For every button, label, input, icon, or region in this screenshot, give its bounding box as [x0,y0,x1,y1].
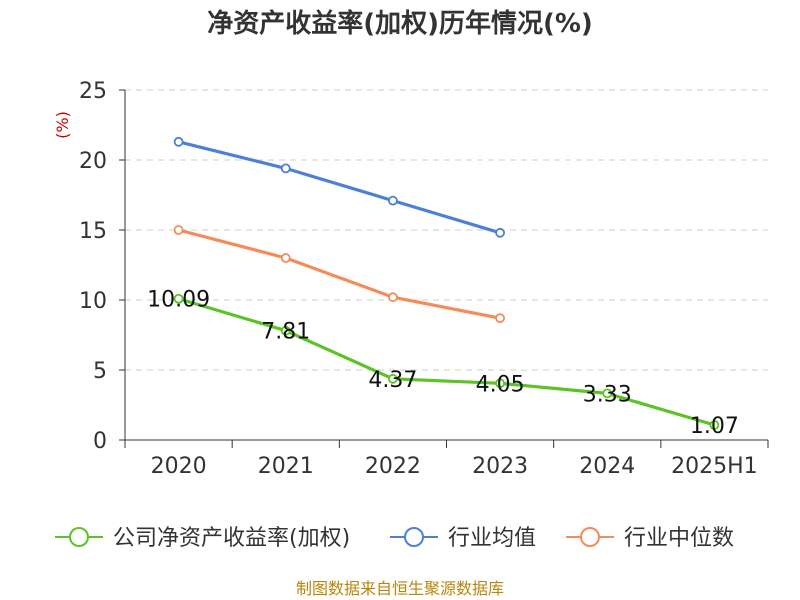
legend: 公司净资产收益率(加权) 行业均值 行业中位数 [55,526,734,551]
data-point [495,227,505,238]
x-tick-label: 2024 [579,454,635,479]
y-tick-label: 5 [93,359,107,384]
data-point [495,378,505,389]
x-tick-label: 2025H1 [671,454,758,479]
y-tick-label: 15 [79,219,107,244]
data-point [709,420,720,430]
y-tick-label: 0 [93,429,107,454]
x-tick-label: 2021 [258,454,314,479]
data-labels: 10.09 7.81 4.37 4.05 3.33 1.07 [147,288,739,439]
chart-title: 净资产收益率(加权)历年情况(%) [207,8,593,39]
data-point [173,225,184,235]
data-label: 7.81 [261,320,310,345]
legend-label: 行业均值 [448,526,536,551]
data-point [388,292,398,303]
y-axis-unit: (%) [53,111,72,139]
y-tick-label: 10 [79,289,107,314]
legend-marker [404,527,424,547]
series-line [178,140,501,235]
x-tick-label: 2023 [472,454,528,479]
x-tick-label: 2020 [151,454,207,479]
legend-label: 行业中位数 [624,526,734,551]
series-line [178,297,715,427]
data-point [388,195,398,206]
data-point [173,293,184,304]
series-line [178,228,501,320]
data-point [495,313,505,324]
data-point [388,373,398,384]
legend-marker [69,527,89,547]
data-point [173,136,184,147]
data-point [280,163,291,174]
y-tick-label: 25 [79,79,107,104]
legend-label: 公司净资产收益率(加权) [113,526,350,551]
x-tick-label: 2022 [365,454,421,479]
data-label: 4.37 [368,368,417,393]
data-point [602,388,613,399]
data-point [280,253,291,263]
y-tick-label: 20 [79,149,107,174]
data-label: 4.05 [476,372,525,397]
grid-lines [125,89,768,371]
source-note: 制图数据来自恒生聚源数据库 [296,579,504,598]
data-label: 1.07 [690,414,739,439]
legend-marker [580,527,600,547]
series-layer [173,136,720,430]
data-point [280,325,291,336]
axes: 0 5 10 15 20 25 2020 2021 2022 2023 2024 2025H1 [79,79,769,479]
data-label: 3.33 [583,382,632,407]
data-label: 10.09 [147,288,210,313]
